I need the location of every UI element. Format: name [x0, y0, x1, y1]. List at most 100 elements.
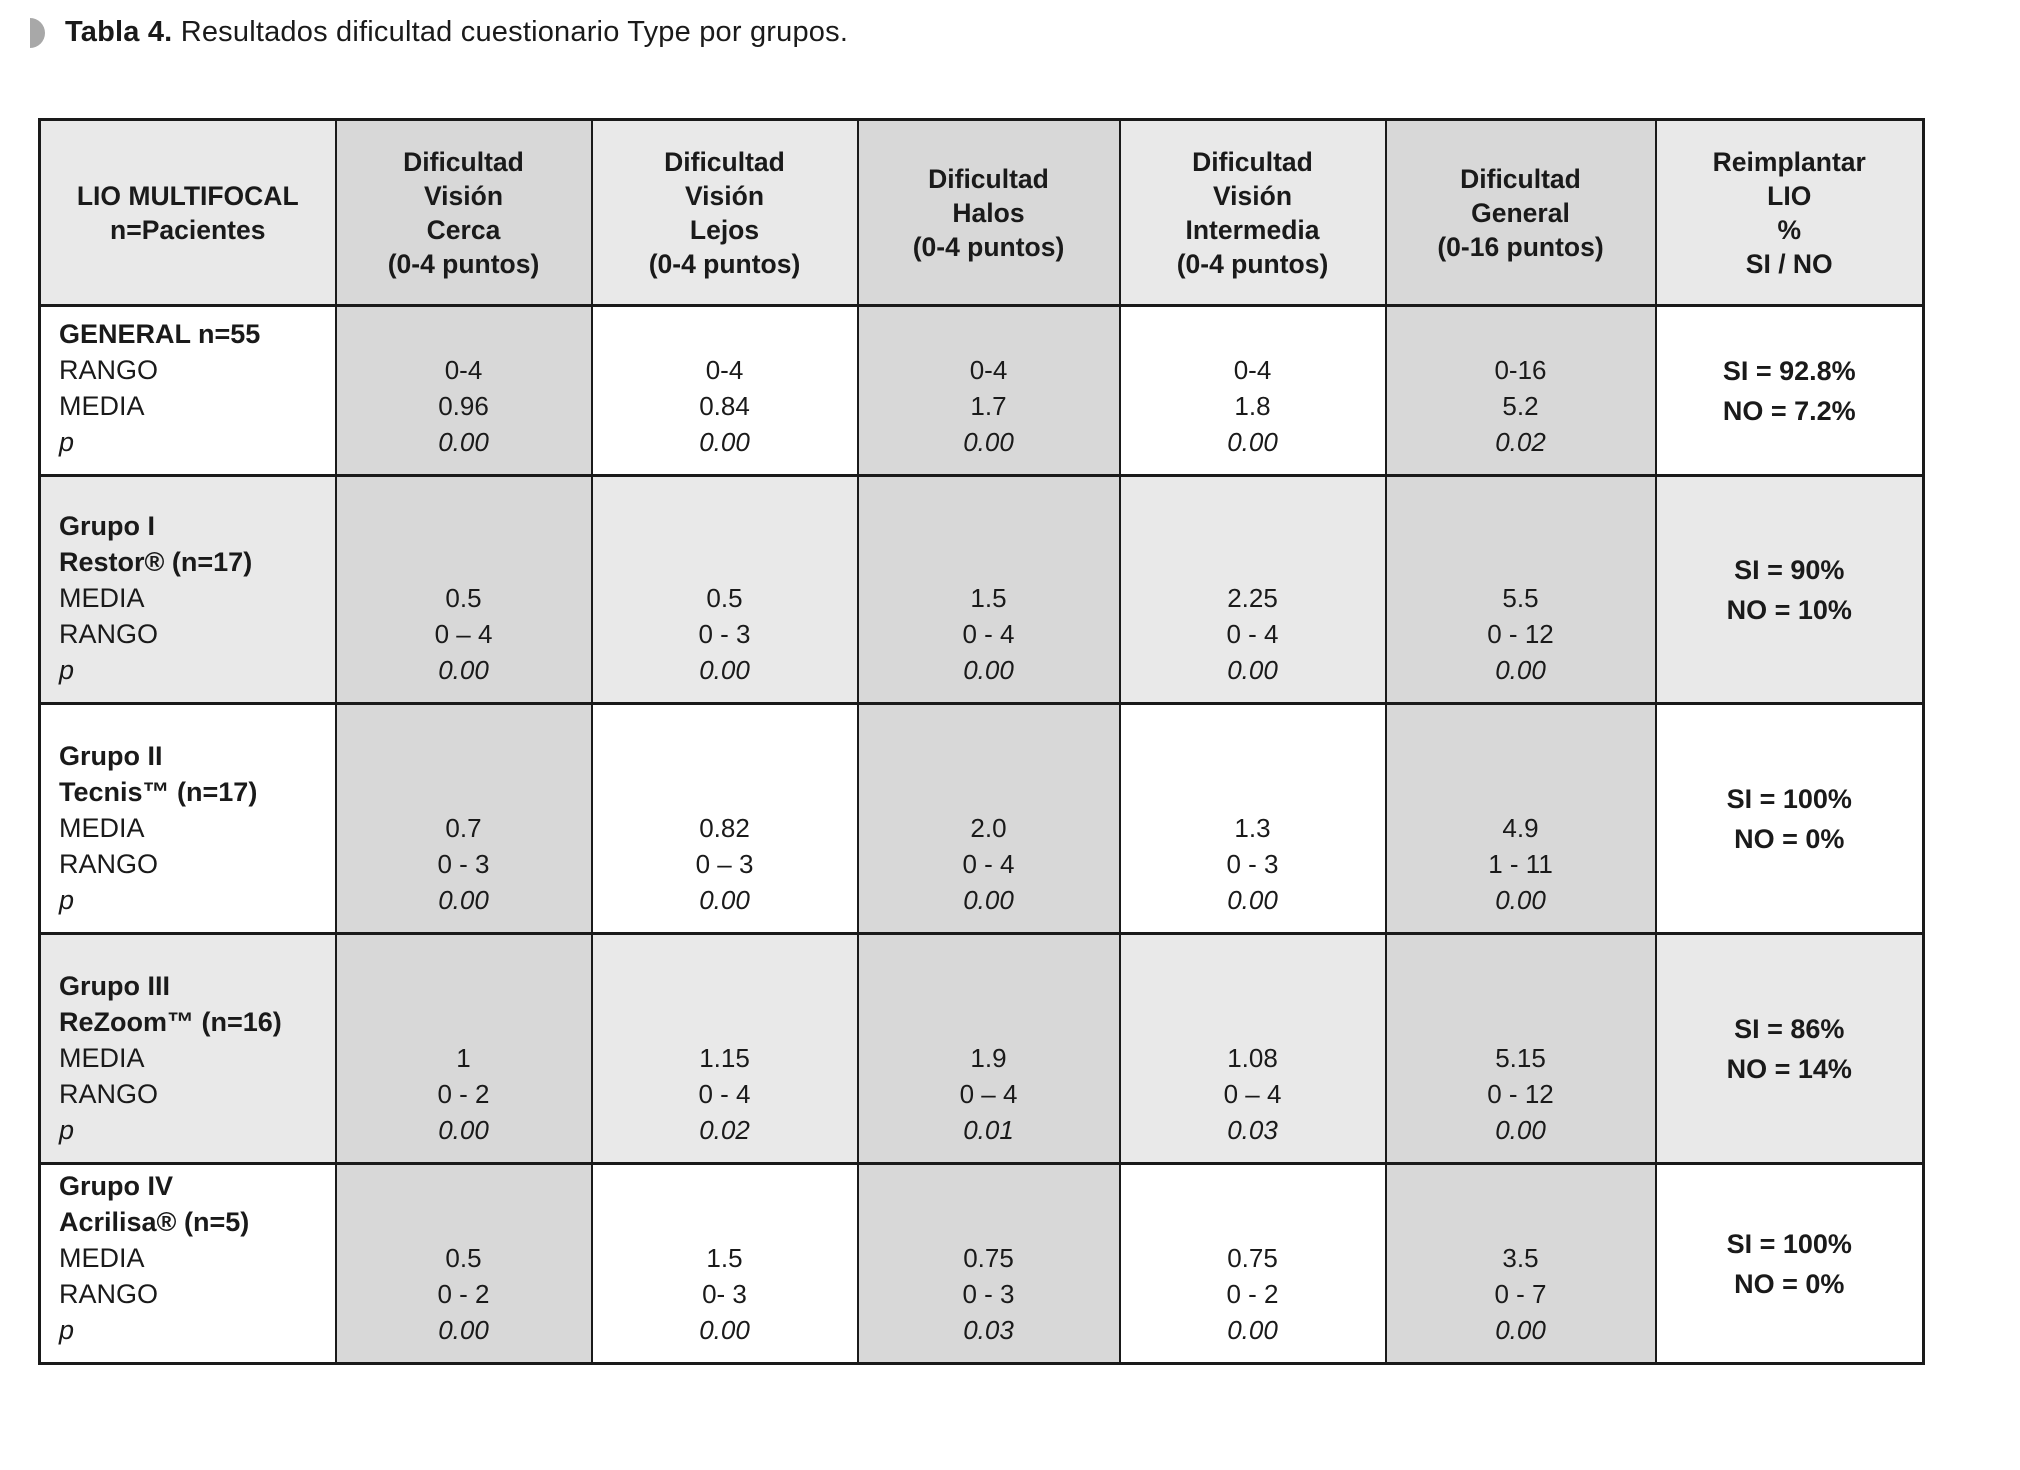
stat-row-label: MEDIA	[59, 1243, 145, 1273]
header-cell-general: Dificultad General (0-16 puntos)	[1384, 118, 1657, 307]
header-line: LIO MULTIFOCAL	[76, 180, 299, 211]
value-cell-general: 5.5 0 - 12 0.00	[1384, 474, 1657, 705]
value-line: 0 - 12	[1487, 1079, 1554, 1109]
value-cell-halos: 0.75 0 - 3 0.03	[856, 1162, 1121, 1365]
value-line: 0.00	[963, 885, 1014, 915]
reimplant-line: NO = 10%	[1726, 594, 1852, 625]
value-line: 1.08	[1227, 1043, 1278, 1073]
value-line: 0 – 4	[1223, 1079, 1282, 1109]
value-cell-halos: 2.0 0 - 4 0.00	[856, 702, 1121, 935]
value-line: 4.9	[1502, 813, 1539, 843]
table-body: GENERAL n=55 RANGO MEDIA p 0-4 0.96 0.00 0-4 0.8…	[38, 304, 1925, 1365]
header-line: Cerca	[426, 214, 501, 245]
value-line: 0.00	[699, 655, 750, 685]
value-line: 0.7	[445, 813, 482, 843]
stat-row-label: MEDIA	[59, 1043, 145, 1073]
value-cell-general: 0-16 5.2 0.02	[1384, 304, 1657, 477]
value-line: 0.00	[438, 427, 489, 457]
header-line: (0-16 puntos)	[1437, 231, 1604, 262]
reimplant-cell: SI = 90% NO = 10%	[1654, 474, 1925, 705]
stat-row-label: MEDIA	[59, 391, 145, 421]
reimplant-line: NO = 0%	[1734, 1268, 1845, 1299]
stat-row-label: RANGO	[59, 355, 159, 385]
group-label-cell: Grupo II Tecnis™ (n=17) MEDIA RANGO p	[38, 702, 337, 935]
reimplant-line: SI = 100%	[1726, 1228, 1852, 1259]
value-line: 0- 3	[702, 1279, 747, 1309]
value-cell-lejos: 1.15 0 - 4 0.02	[590, 932, 859, 1165]
value-line: 0.5	[445, 583, 482, 613]
group-row-2: Grupo I Restor® (n=17) MEDIA RANGO p 0.5 0 – 4…	[38, 474, 1925, 705]
header-line: Visión	[1212, 180, 1293, 211]
value-line: 1	[456, 1043, 471, 1073]
value-line: 0 - 4	[698, 1079, 751, 1109]
value-line: 0 - 12	[1487, 619, 1554, 649]
group-row-4: Grupo III ReZoom™ (n=16) MEDIA RANGO p 1 0 - 2…	[38, 932, 1925, 1165]
value-line: 0.75	[1227, 1243, 1278, 1273]
value-line: 0-4	[444, 355, 483, 385]
reimplant-cell: SI = 100% NO = 0%	[1654, 702, 1925, 935]
reimplant-line: SI = 100%	[1726, 783, 1852, 814]
caption-bullet-icon	[30, 17, 45, 48]
value-line: 2.25	[1227, 583, 1278, 613]
header-cell-halos: Dificultad Halos (0-4 puntos)	[856, 118, 1121, 307]
caption-label: Tabla 4.	[65, 16, 173, 48]
stat-row-label: RANGO	[59, 1279, 159, 1309]
value-line: 0.00	[699, 885, 750, 915]
value-line: 0-4	[1233, 355, 1272, 385]
reimplant-line: SI = 90%	[1734, 554, 1845, 585]
value-line: 0 - 2	[1226, 1279, 1279, 1309]
group-title-line: Grupo I	[59, 511, 155, 541]
value-line: 0.00	[1495, 1115, 1546, 1145]
stat-row-label: p	[59, 427, 75, 457]
value-line: 0.00	[963, 655, 1014, 685]
value-line: 0.00	[699, 427, 750, 457]
value-line: 0.96	[438, 391, 489, 421]
header-line: Dificultad	[403, 146, 524, 177]
reimplant-cell: SI = 92.8% NO = 7.2%	[1654, 304, 1925, 477]
stat-row-label: RANGO	[59, 849, 159, 879]
value-line: 0.02	[699, 1115, 750, 1145]
reimplant-cell: SI = 100% NO = 0%	[1654, 1162, 1925, 1365]
header-cell-lejos: Dificultad Visión Lejos (0-4 puntos)	[590, 118, 859, 307]
header-cell-lio: LIO MULTIFOCAL n=Pacientes	[38, 118, 337, 307]
value-cell-general: 4.9 1 - 11 0.00	[1384, 702, 1657, 935]
value-cell-cerca: 0.5 0 - 2 0.00	[334, 1162, 593, 1365]
group-row-3: Grupo II Tecnis™ (n=17) MEDIA RANGO p 0.7 0 - …	[38, 702, 1925, 935]
value-line: 0.5	[445, 1243, 482, 1273]
value-line: 3.5	[1502, 1243, 1539, 1273]
value-cell-halos: 1.9 0 – 4 0.01	[856, 932, 1121, 1165]
value-line: 0.00	[438, 655, 489, 685]
value-line: 5.5	[1502, 583, 1539, 613]
group-label-cell: GENERAL n=55 RANGO MEDIA p	[38, 304, 337, 477]
value-cell-lejos: 0.82 0 – 3 0.00	[590, 702, 859, 935]
header-cell-intermedia: Dificultad Visión Intermedia (0-4 puntos)	[1118, 118, 1387, 307]
header-line: Lejos	[689, 214, 760, 245]
value-line: 1.5	[706, 1243, 743, 1273]
value-line: 0-16	[1494, 355, 1547, 385]
header-line: %	[1777, 214, 1802, 245]
group-label-cell: Grupo III ReZoom™ (n=16) MEDIA RANGO p	[38, 932, 337, 1165]
value-line: 0.02	[1495, 427, 1546, 457]
value-line: 0.03	[963, 1315, 1014, 1345]
value-line: 1.3	[1234, 813, 1271, 843]
header-line: Dificultad	[1192, 146, 1313, 177]
header-line: Intermedia	[1185, 214, 1320, 245]
stat-row-label: p	[59, 885, 75, 915]
header-line: (0-4 puntos)	[387, 248, 540, 279]
value-line: 0 - 3	[698, 619, 751, 649]
header-row: LIO MULTIFOCAL n=Pacientes Dificultad Visió…	[38, 118, 1925, 307]
stat-row-label: RANGO	[59, 619, 159, 649]
value-line: 0.00	[699, 1315, 750, 1345]
value-line: 0 - 2	[437, 1279, 490, 1309]
value-line: 0-4	[969, 355, 1008, 385]
group-title-line: Grupo IV	[59, 1171, 173, 1201]
value-line: 0 – 4	[434, 619, 493, 649]
group-title-line: ReZoom™ (n=16)	[59, 1007, 282, 1037]
value-cell-intermedia: 0.75 0 - 2 0.00	[1118, 1162, 1387, 1365]
caption-text: Tabla 4. Resultados dificultad cuestiona…	[65, 16, 848, 49]
value-line: 5.2	[1502, 391, 1539, 421]
value-line: 0 - 7	[1494, 1279, 1547, 1309]
value-line: 0.75	[963, 1243, 1014, 1273]
value-cell-intermedia: 0-4 1.8 0.00	[1118, 304, 1387, 477]
value-line: 0 - 3	[1226, 849, 1279, 879]
